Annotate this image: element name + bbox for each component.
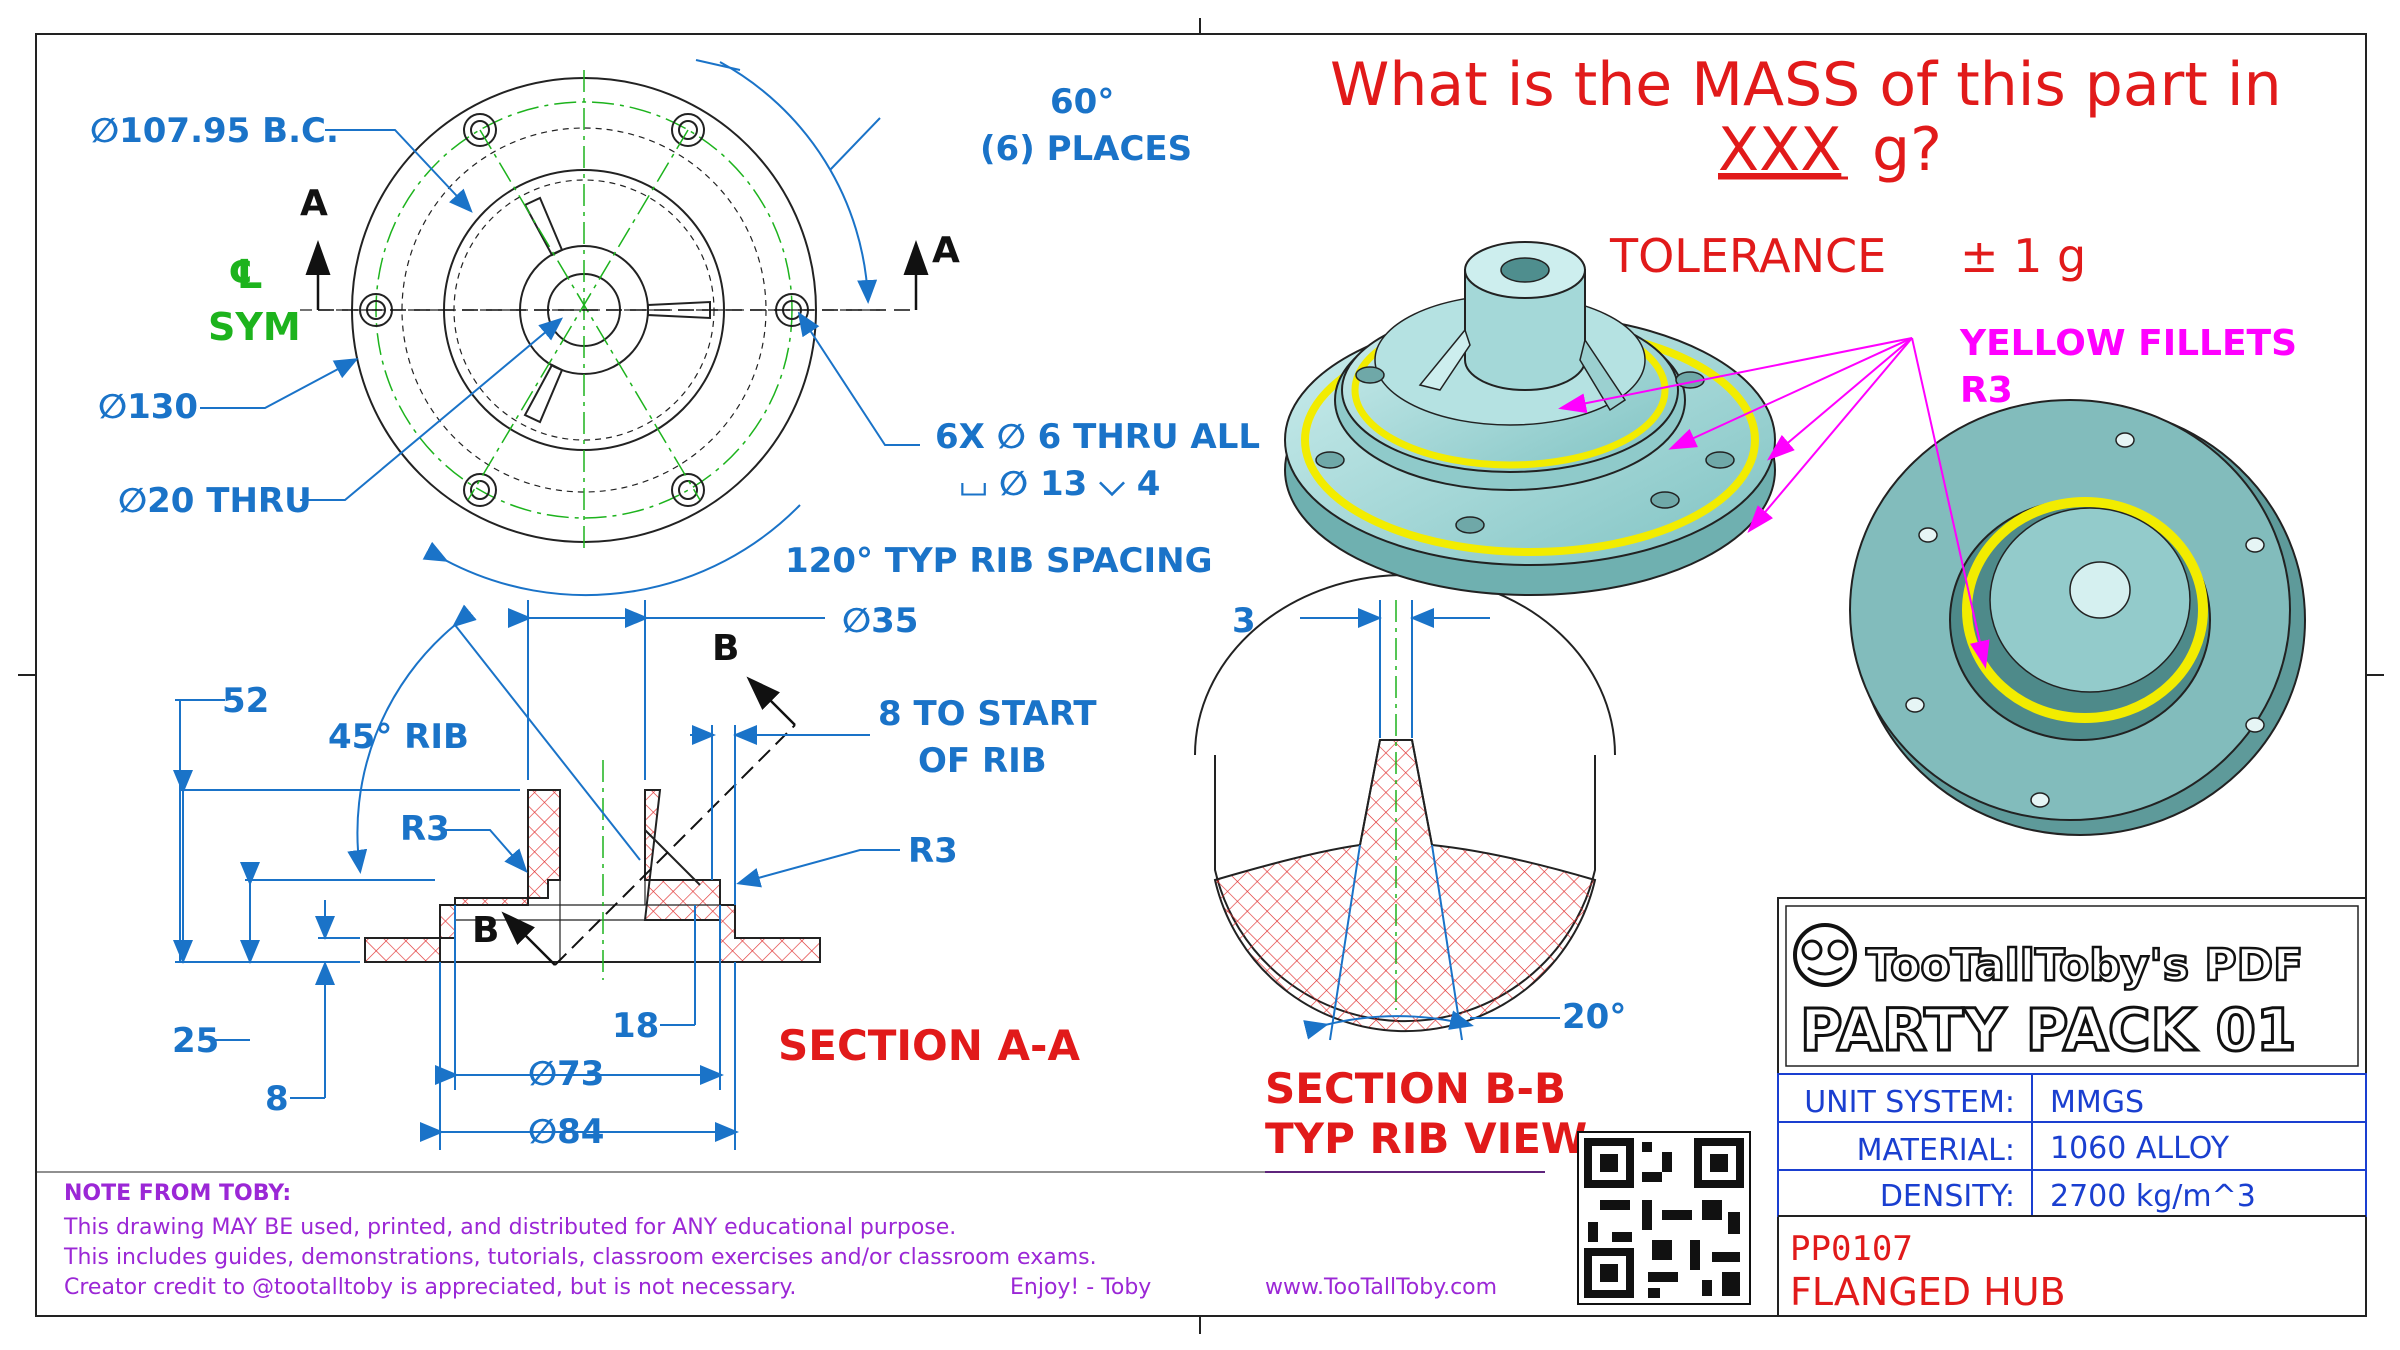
material-label: MATERIAL:: [1857, 1133, 2015, 1168]
dim-18: 18: [612, 1006, 659, 1046]
section-aa-title: SECTION A-A: [778, 1021, 1080, 1070]
dia20-dimension: ∅20 THRU: [118, 481, 312, 521]
unit-system-label: UNIT SYSTEM:: [1804, 1085, 2015, 1120]
fillet-leaders: [1558, 337, 1990, 669]
note-line2: This includes guides, demonstrations, tu…: [63, 1245, 1097, 1270]
dim-52: 52: [222, 681, 269, 721]
party-pack-title: PARTY PACK 01: [1800, 996, 2296, 1064]
centerline-symbol: ℄: [228, 252, 264, 298]
qr-code: [1577, 1131, 1751, 1305]
tolerance-label: TOLERANCE: [1609, 229, 1886, 283]
section-a-left: A: [300, 183, 328, 224]
rib45-label: 45° RIB: [328, 717, 469, 757]
holes-callout-2: ⌴ ∅ 13 ⌵ 4: [960, 464, 1160, 504]
question-line1: What is the MASS of this part in: [1330, 50, 2282, 120]
brand-name: TooTallToby's PDF: [1866, 940, 2303, 991]
note-heading: NOTE FROM TOBY:: [64, 1181, 291, 1206]
material-value: 1060 ALLOY: [2050, 1131, 2230, 1166]
angle-20: 20°: [1562, 997, 1626, 1037]
isometric-part-bottom: [1849, 399, 2306, 836]
fillets-radius: R3: [1960, 370, 2013, 411]
question-unit: g?: [1872, 115, 1942, 185]
dim-8: 8: [265, 1079, 289, 1119]
density-value: 2700 kg/m^3: [2050, 1179, 2256, 1214]
section-a-right: A: [932, 230, 960, 271]
dim-25: 25: [172, 1021, 219, 1061]
fillets-label: YELLOW FILLETS: [1959, 323, 2297, 364]
website-link[interactable]: www.TooTallToby.com: [1265, 1275, 1497, 1300]
section-aa-view: [173, 600, 900, 1150]
tolerance-value: ± 1 g: [1960, 229, 2086, 283]
part-number: PP0107: [1790, 1229, 1913, 1269]
r3-left-label: R3: [400, 809, 450, 849]
bc-dimension: ∅107.95 B.C.: [90, 111, 339, 151]
front-view: [200, 59, 929, 597]
section-b-top: B: [712, 628, 739, 669]
sym-label: SYM: [208, 305, 301, 349]
isometric-part-top: [1284, 241, 1776, 596]
start-rib-label-1: 8 TO START: [878, 694, 1097, 734]
section-b-bottom: B: [472, 910, 499, 951]
r3-right-label: R3: [908, 831, 958, 871]
dia73-dimension: ∅73: [528, 1054, 604, 1094]
unit-system-value: MMGS: [2050, 1085, 2144, 1120]
title-block: [1777, 897, 2367, 1317]
density-label: DENSITY:: [1880, 1179, 2015, 1214]
section-bb-title: SECTION B-B: [1265, 1064, 1566, 1113]
dia84-dimension: ∅84: [528, 1112, 604, 1152]
part-name: FLANGED HUB: [1790, 1270, 2066, 1314]
note-line1: This drawing MAY BE used, printed, and d…: [63, 1215, 956, 1240]
brand-logo: [1793, 923, 1857, 987]
angle-60-label: 60°: [1050, 82, 1114, 122]
note-line3: Creator credit to @tootalltoby is apprec…: [64, 1275, 796, 1300]
start-rib-label-2: OF RIB: [918, 741, 1047, 781]
six-places-label: (6) PLACES: [980, 129, 1192, 169]
note-enjoy: Enjoy! - Toby: [1010, 1275, 1151, 1300]
section-bb-subtitle: TYP RIB VIEW: [1265, 1114, 1587, 1163]
question-xxx: XXX: [1718, 115, 1841, 185]
dia130-dimension: ∅130: [98, 387, 198, 427]
dim-3: 3: [1232, 601, 1256, 641]
rib-spacing-label: 120° TYP RIB SPACING: [785, 541, 1213, 581]
section-bb-view: [1194, 574, 1616, 1041]
holes-callout-1: 6X ∅ 6 THRU ALL: [935, 417, 1260, 457]
dia35-dimension: ∅35: [842, 601, 918, 641]
